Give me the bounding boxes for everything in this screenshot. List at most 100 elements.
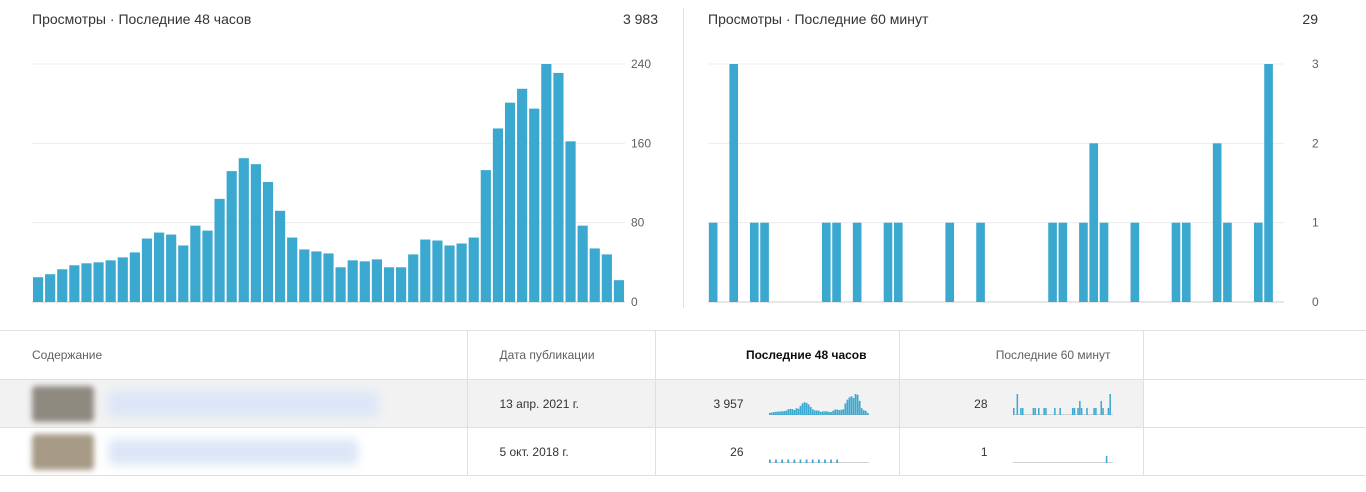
views-48h-bar[interactable] [323,253,334,302]
views-60m-bar[interactable] [832,222,841,302]
views-60m-bar[interactable] [1223,222,1232,302]
views-60m-bar[interactable] [1212,143,1222,302]
views-60m-bar[interactable] [1089,143,1099,302]
views-48h-bar[interactable] [359,261,370,302]
sparkline-48h-bar [787,459,789,463]
views-60m-bar[interactable] [976,222,985,302]
views-48h-bar[interactable] [613,280,625,302]
views-60m-bar[interactable] [893,222,903,302]
column-header-48h[interactable]: Последние 48 часов [655,331,900,380]
views-48h-bar[interactable] [468,237,479,302]
views-48h-bar[interactable] [226,171,237,302]
views-48h-bar[interactable] [299,249,310,302]
views-60m-bar[interactable] [760,222,769,302]
views-48h-bar[interactable] [153,232,165,302]
views-48h-bar[interactable] [541,64,552,302]
views-60m-bar[interactable] [852,222,862,302]
views-48h-bar[interactable] [335,267,346,302]
views-48h-bar[interactable] [432,240,443,302]
views-60m-bar[interactable] [1253,222,1263,302]
views-48h-bar[interactable] [589,248,600,302]
sparkline-48h-bar [830,411,832,415]
sparkline-60m-bar [1078,400,1081,415]
views-48h-bar[interactable] [238,158,249,302]
views-60m-bar[interactable] [708,222,718,302]
views-48h-chart[interactable]: 0 80 160 240 [0,0,682,330]
sparkline-60m-bar [1043,407,1045,415]
views-60m-chart[interactable]: 0 1 2 3 [684,0,1366,330]
views-48h-title: Просмотры · Последние 48 часов [32,11,252,27]
sparkline-60m-bar [1077,407,1079,415]
views-60m-bar[interactable] [1130,222,1140,302]
sparkline-48h-bar [844,402,847,415]
views-60m-bar[interactable] [1099,222,1109,302]
views-48h-bar[interactable] [444,245,455,302]
views-48h-bar[interactable] [311,251,322,302]
views-48h-bar[interactable] [601,254,612,302]
views-48h-bar[interactable] [565,141,576,302]
sparkline-48h-bar [791,408,794,415]
sparkline-60m-bar [1037,407,1040,415]
views-48h-bar[interactable] [504,102,516,302]
table-row[interactable]: 13 апр. 2021 г. 3 957 28 [0,379,1366,428]
views-48h-bar[interactable] [383,267,395,302]
views-60m-bar[interactable] [821,222,831,302]
views-48h-bar[interactable] [262,182,274,302]
views-48h-bar[interactable] [275,210,286,302]
views-48h-bar[interactable] [45,274,56,302]
views-60m-card: Просмотры · Последние 60 минут 29 0 1 2 3 [684,0,1366,330]
views-48h-bar[interactable] [117,257,128,303]
sparkline-60m-bar [1021,407,1024,415]
views-48h-bar[interactable] [408,254,419,302]
views-60m-bar[interactable] [1058,222,1068,302]
sparkline-60m [1012,455,1113,463]
views-48h-bar[interactable] [202,230,213,302]
views-48h-bar[interactable] [517,88,528,302]
views-48h-bar[interactable] [69,265,80,302]
views-48h-bar[interactable] [347,260,358,302]
video-title-blurred[interactable] [108,438,358,465]
sparkline-48h-bar [834,408,836,415]
views-48h-bar[interactable] [57,269,68,302]
views-48h-bar[interactable] [577,225,588,302]
views-48h-bar[interactable] [420,239,431,302]
video-thumbnail[interactable] [32,385,94,422]
views-48h-bar[interactable] [287,237,298,302]
views-48h-bar[interactable] [141,238,153,302]
views-60m-y-tick-label: 3 [1312,57,1319,71]
views-48h-bar[interactable] [529,108,540,303]
column-header-date[interactable]: Дата публикации [467,331,656,380]
views-48h-total: 3 983 [622,11,658,27]
views-48h-bar[interactable] [214,198,225,302]
video-title-blurred[interactable] [108,390,378,417]
views-60m-bar[interactable] [1048,222,1057,302]
views-48h-bar[interactable] [456,243,467,302]
column-header-content: Содержание [0,331,468,380]
views-48h-bar[interactable] [178,245,189,302]
views-48h-bar[interactable] [105,260,116,302]
views-48h-bar[interactable] [190,225,201,302]
views-60m-bar[interactable] [1264,64,1273,302]
views-48h-bar[interactable] [396,267,407,302]
video-thumbnail[interactable] [32,433,94,470]
views-60m-bar[interactable] [945,222,955,302]
views-48h-bar[interactable] [371,259,382,302]
table-row[interactable]: 5 окт. 2018 г. 26 1 [0,427,1366,476]
views-60m-bar[interactable] [749,222,759,302]
sparkline-60m-bar [1053,407,1056,415]
views-48h-bar[interactable] [93,262,104,302]
views-48h-bar[interactable] [250,164,261,302]
views-60m-bar[interactable] [729,64,739,302]
views-48h-bar[interactable] [129,252,140,302]
views-60m-bar[interactable] [1181,222,1191,302]
views-48h-bar[interactable] [492,128,504,302]
views-48h-bar[interactable] [553,72,564,302]
column-header-60m[interactable]: Последние 60 минут [899,331,1144,380]
views-60m-bar[interactable] [883,222,893,302]
views-60m-bar[interactable] [1079,222,1088,302]
views-48h-bar[interactable] [81,263,92,302]
views-48h-bar[interactable] [166,234,177,302]
views-48h-bar[interactable] [32,277,44,302]
views-48h-bar[interactable] [480,170,491,302]
views-60m-bar[interactable] [1171,222,1181,302]
